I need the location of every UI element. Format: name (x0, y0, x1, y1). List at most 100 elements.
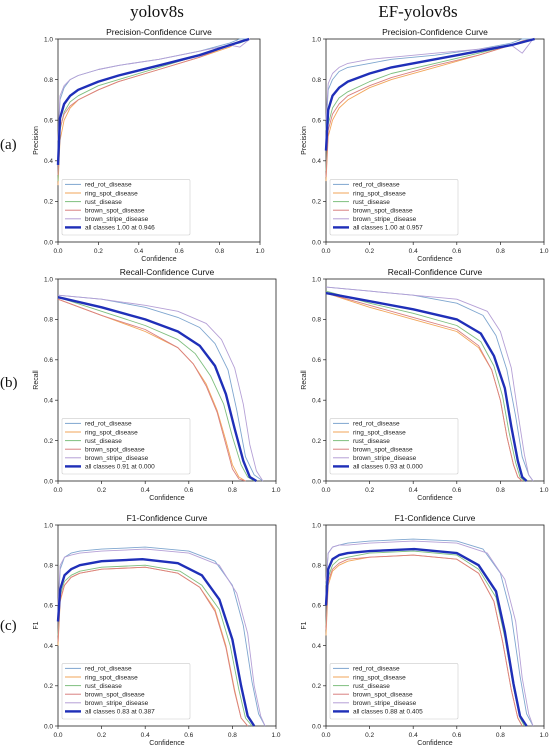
x-tick-label: 0.6 (175, 248, 184, 255)
y-tick-label: 0.2 (312, 438, 321, 445)
row-label-a: (a) (0, 137, 17, 153)
x-tick-label: 0.2 (97, 732, 106, 739)
column-header-ef-yolov8s: EF-yolov8s (378, 2, 458, 21)
x-tick-label: 0.0 (53, 732, 62, 739)
y-tick-label: 0.4 (44, 398, 53, 405)
x-tick-label: 0.0 (321, 487, 330, 494)
legend-box (329, 418, 459, 475)
legend-label: red_rot_disease (85, 182, 132, 189)
series-line-brown-spot-disease (325, 554, 523, 727)
legend-label: red_rot_disease (353, 421, 400, 428)
x-tick-label: 0.0 (53, 487, 62, 494)
chart-3: Recall-Confidence Curve 0.00.0 0.2 0.2 0.4 0.… (33, 267, 281, 502)
series-line-all-classes (56, 37, 250, 165)
y-tick-label: 1.0 (44, 522, 53, 529)
y-tick-label: 0.6 (312, 603, 321, 610)
y-tick-label: 0.8 (312, 317, 321, 324)
x-tick-label: 0.8 (496, 732, 505, 739)
x-tick-label: 0.8 (496, 487, 505, 494)
legend-label: brown_spot_disease (85, 447, 145, 454)
series-line-all-classes (56, 558, 256, 727)
legend-label: all classes 1.00 at 0.957 (353, 225, 423, 232)
legend-label: brown_stripe_disease (353, 216, 417, 223)
legend-label: brown_stripe_disease (85, 216, 149, 223)
y-axis-label: Recall (33, 370, 40, 390)
y-tick-label: 0.4 (44, 158, 53, 165)
x-tick-label: 0.0 (321, 732, 330, 739)
y-axis-label: F1 (301, 621, 308, 629)
x-tick-label: 0.2 (94, 248, 103, 255)
legend-label: rust_disease (353, 199, 390, 206)
y-tick-label: 0.2 (312, 199, 321, 206)
legend-box (329, 663, 459, 720)
x-tick-label: 0.2 (365, 487, 374, 494)
x-tick-label: 0.2 (365, 248, 374, 255)
x-tick-label: 0.6 (184, 487, 193, 494)
x-axis-label: Confidence (149, 740, 185, 745)
x-tick-label: 1.0 (271, 487, 280, 494)
series-line-brown-spot-disease (57, 298, 246, 482)
chart-title: Recall-Confidence Curve (388, 267, 483, 277)
y-tick-label: 0.2 (312, 683, 321, 690)
y-tick-label: 0.6 (312, 118, 321, 125)
x-axis-label: Confidence (417, 256, 453, 263)
legend-label: all classes 0.91 at 0.000 (85, 464, 155, 471)
y-tick-label: 0.6 (312, 357, 321, 364)
series-line-brown-spot-disease (57, 38, 250, 176)
x-tick-label: 0.4 (134, 248, 143, 255)
x-tick-label: 1.0 (255, 248, 264, 255)
series-line-red-rot-disease (325, 38, 534, 131)
series-line-brown-spot-disease (325, 292, 523, 482)
x-tick-label: 0.6 (184, 732, 193, 739)
chart-title: F1-Confidence Curve (395, 513, 476, 523)
x-axis-label: Confidence (141, 256, 177, 263)
y-tick-label: 1.0 (312, 522, 321, 529)
y-tick-label: 0.0 (312, 239, 321, 246)
row-label-c: (c) (0, 618, 17, 634)
y-tick-label: 1.0 (312, 36, 321, 43)
chart-1: Precision-Confidence Curve 0.00.0 0.2 0.2 0.… (33, 27, 265, 263)
chart-title: Recall-Confidence Curve (120, 267, 215, 277)
y-tick-label: 0.6 (44, 603, 53, 610)
legend-label: ring_spot_disease (85, 429, 138, 436)
legend-label: rust_disease (85, 683, 122, 690)
y-tick-label: 1.0 (44, 276, 53, 283)
series-line-all-classes (325, 291, 528, 482)
series-line-red-rot-disease (57, 38, 250, 151)
y-axis-label: Precision (33, 126, 40, 155)
y-tick-label: 1.0 (44, 36, 53, 43)
legend-label: brown_spot_disease (353, 447, 413, 454)
y-tick-label: 0.8 (312, 77, 321, 84)
legend-label: ring_spot_disease (353, 190, 406, 197)
legend-label: ring_spot_disease (353, 429, 406, 436)
legend-label: brown_stripe_disease (85, 700, 149, 707)
series-line-all-classes (57, 296, 258, 483)
legend-label: brown_spot_disease (353, 208, 413, 215)
series-line-red-rot-disease (57, 294, 264, 482)
series-line-ring-spot-disease (57, 38, 250, 186)
series-line-brown-stripe-disease (325, 540, 534, 727)
legend-label: rust_disease (85, 199, 122, 206)
legend-box (61, 179, 191, 236)
y-tick-label: 0.4 (44, 643, 53, 650)
series-line-brown-stripe-disease (325, 286, 534, 482)
series-line-brown-stripe-disease (57, 548, 266, 727)
legend-box (61, 418, 191, 475)
y-tick-label: 0.0 (44, 723, 53, 730)
y-tick-label: 0.4 (312, 643, 321, 650)
x-tick-label: 0.6 (452, 732, 461, 739)
y-tick-label: 0.0 (44, 239, 53, 246)
y-tick-label: 0.8 (44, 563, 53, 570)
series-line-rust-disease (325, 38, 534, 171)
y-axis-label: F1 (33, 621, 40, 629)
x-tick-label: 0.6 (452, 248, 461, 255)
x-tick-label: 0.0 (53, 248, 62, 255)
x-axis-label: Confidence (417, 495, 453, 502)
x-tick-label: 1.0 (539, 248, 548, 255)
y-tick-label: 1.0 (312, 276, 321, 283)
x-tick-label: 1.0 (539, 487, 548, 494)
legend-label: rust_disease (85, 438, 122, 445)
legend-label: red_rot_disease (353, 666, 400, 673)
y-tick-label: 0.0 (44, 478, 53, 485)
column-header-yolov8s: yolov8s (130, 2, 184, 21)
